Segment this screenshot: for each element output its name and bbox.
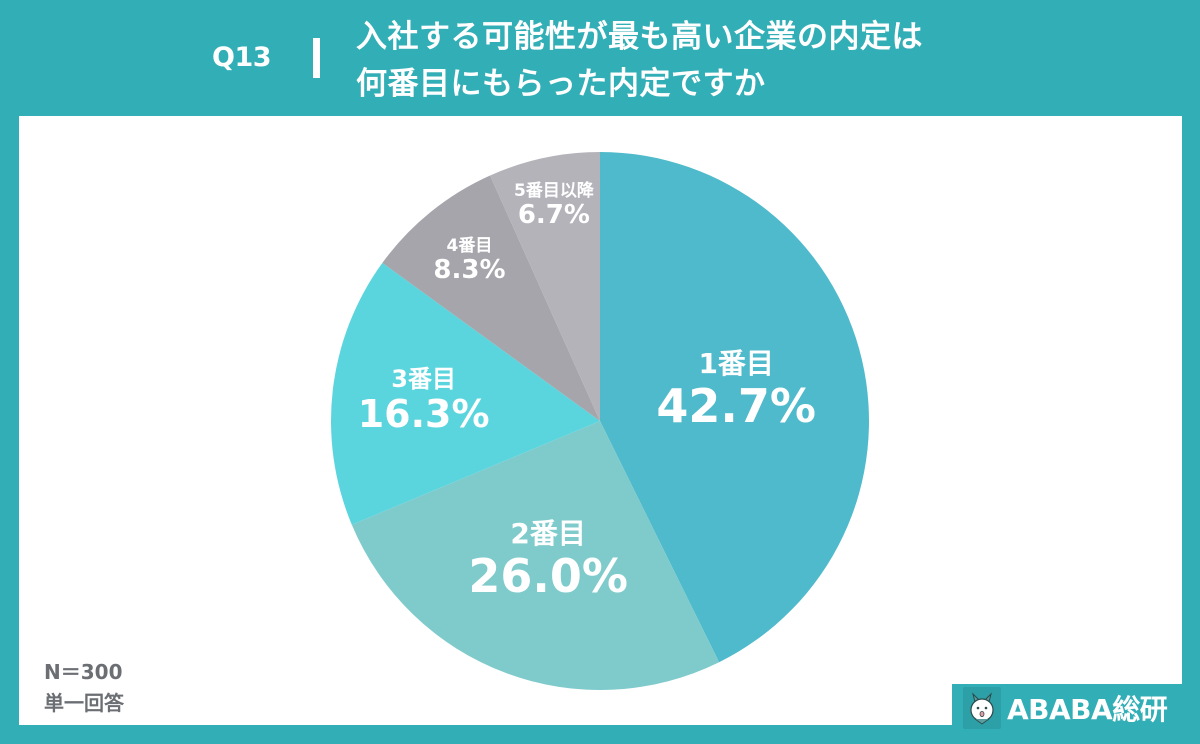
brand-logo: ABABA総研: [963, 686, 1168, 730]
pie-slice-5: [490, 152, 600, 421]
title-divider: [313, 38, 320, 78]
slice-value: 42.7%: [656, 378, 816, 433]
slice-label-4: 4番目 8.3%: [433, 236, 505, 285]
slice-category: 3番目: [391, 365, 456, 394]
slice-value: 6.7%: [517, 200, 590, 231]
slice-value: 26.0%: [468, 549, 628, 604]
question-number: Q13: [212, 42, 272, 73]
slice-label-5: 5番目以降 6.7%: [514, 181, 594, 230]
slice-label-1: 1番目 42.7%: [656, 347, 816, 431]
slice-value: 8.3%: [433, 255, 506, 286]
pie-slice-1: [600, 152, 869, 663]
slice-label-3: 3番目 16.3%: [358, 365, 490, 436]
header: Q13 入社する可能性が最も高い企業の内定は 何番目にもらった内定ですか: [0, 0, 1200, 116]
pie-slice-2: [351, 421, 720, 690]
slice-value: 16.3%: [357, 391, 490, 436]
answer-type: 単一回答: [44, 691, 124, 715]
slice-category: 4番目: [446, 235, 493, 256]
slice-category: 1番目: [698, 347, 774, 381]
alpaca-mascot-icon: [963, 687, 1001, 729]
sample-size: N＝300: [44, 660, 123, 684]
pie-slice-4: [382, 175, 600, 421]
slice-label-2: 2番目 26.0%: [468, 517, 628, 601]
pie-slice-3: [330, 262, 600, 525]
chart-title: 入社する可能性が最も高い企業の内定は 何番目にもらった内定ですか: [356, 14, 923, 108]
title-line-1: 入社する可能性が最も高い企業の内定は: [356, 19, 923, 55]
brand-name: ABABA総研: [1007, 693, 1168, 726]
title-line-2: 何番目にもらった内定ですか: [356, 66, 766, 102]
slice-category: 2番目: [510, 517, 586, 551]
slice-category: 5番目以降: [513, 180, 594, 201]
